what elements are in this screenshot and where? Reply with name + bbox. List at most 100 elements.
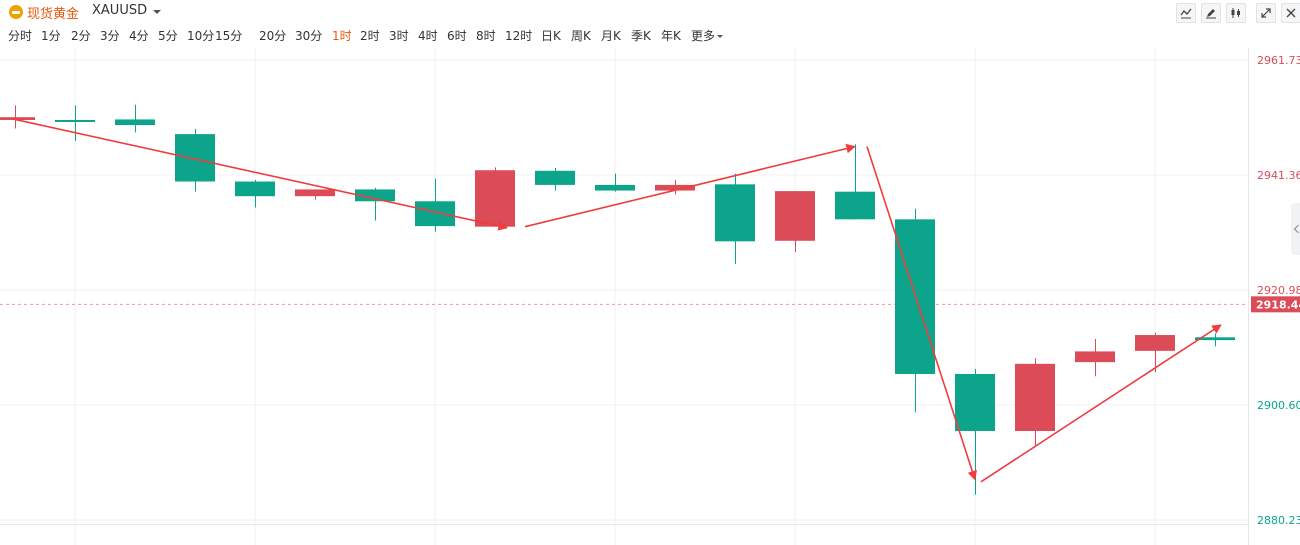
- period-tab-label: 更多: [691, 29, 716, 43]
- period-tab[interactable]: 年K: [661, 27, 681, 44]
- candle-body: [115, 119, 155, 126]
- candle: [1075, 338, 1115, 377]
- period-tab[interactable]: 日K: [541, 27, 561, 44]
- period-tab-label: 分时: [8, 29, 33, 43]
- period-tab[interactable]: 分时: [8, 27, 32, 44]
- candle-body: [655, 184, 695, 191]
- indicator-icon: [1180, 8, 1192, 19]
- trend-arrow: [866, 146, 977, 481]
- expand-button[interactable]: [1256, 3, 1276, 23]
- candle-body: [595, 184, 635, 191]
- y-tick-label: 2920.98: [1257, 284, 1300, 297]
- chevron-down-icon[interactable]: [153, 10, 161, 14]
- draw-pen-icon: [1206, 9, 1216, 19]
- period-tab-label: 4时: [418, 29, 438, 43]
- period-tab-label: 12时: [505, 29, 533, 43]
- y-tick-label: 2880.23: [1257, 514, 1300, 527]
- candle-style-button[interactable]: [1226, 3, 1246, 23]
- draw-button[interactable]: [1201, 3, 1221, 23]
- close-button[interactable]: [1281, 3, 1300, 23]
- period-tab[interactable]: 2时: [360, 27, 380, 44]
- candle: [595, 173, 635, 192]
- period-tab[interactable]: 8时: [476, 27, 496, 44]
- candle-body: [295, 189, 335, 197]
- period-tab-label: 30分: [295, 29, 323, 43]
- period-tab-label: 20分: [259, 29, 287, 43]
- period-tab[interactable]: 2分: [71, 27, 91, 44]
- y-tick-label: 2941.36: [1257, 169, 1300, 182]
- period-tab[interactable]: 4分: [129, 27, 149, 44]
- expand-icon: [1261, 8, 1271, 18]
- candle: [655, 179, 695, 195]
- period-tab-label: 3时: [389, 29, 409, 43]
- trend-arrow: [524, 143, 856, 228]
- chart-toolbar-right: [1256, 3, 1300, 23]
- candle: [355, 187, 395, 221]
- period-tab[interactable]: 1分: [41, 27, 61, 44]
- candle-body: [235, 181, 275, 197]
- candle-body: [415, 201, 455, 227]
- period-tab[interactable]: 3时: [389, 27, 409, 44]
- candle-body: [715, 184, 755, 242]
- period-tab-label: 8时: [476, 29, 496, 43]
- candle-body: [1075, 351, 1115, 363]
- symbol-name[interactable]: 现货黄金: [27, 7, 80, 22]
- y-tick-label: 2900.60: [1257, 399, 1300, 412]
- period-tab[interactable]: 15分: [215, 27, 242, 44]
- period-tab-label: 5分: [158, 29, 178, 43]
- price-axis: 2961.73 2941.36 2920.98 2900.60 2880.23 2918.…: [1251, 54, 1300, 527]
- candle-body: [1015, 363, 1055, 431]
- candle-body: [475, 170, 515, 227]
- chart-toolbar-left: [1176, 3, 1246, 23]
- candle-body: [0, 117, 35, 120]
- candle: [1135, 332, 1175, 373]
- indicator-button[interactable]: [1176, 3, 1196, 23]
- period-tab-label: 周K: [571, 29, 591, 43]
- chart-header: 现货黄金 XAUUSD: [0, 0, 1300, 24]
- period-tab-label: 15分: [215, 29, 243, 43]
- chart-grid: [0, 48, 1249, 545]
- candle: [835, 144, 875, 220]
- period-tab[interactable]: 30分: [295, 27, 322, 44]
- current-price-badge: [1251, 296, 1300, 313]
- period-tab[interactable]: 4时: [418, 27, 438, 44]
- candle: [475, 167, 515, 227]
- candle-body: [1195, 337, 1235, 341]
- period-tab-label: 3分: [100, 29, 120, 43]
- candle: [235, 179, 275, 208]
- trend-arrow: [980, 324, 1222, 483]
- symbol-code[interactable]: XAUUSD: [92, 3, 148, 18]
- candle: [775, 191, 815, 253]
- period-tab[interactable]: 3分: [100, 27, 120, 44]
- candle-body: [175, 134, 215, 182]
- close-icon: [1286, 8, 1296, 18]
- y-tick-label: 2961.73: [1257, 54, 1300, 67]
- period-tab[interactable]: 5分: [158, 27, 178, 44]
- side-panel-toggle[interactable]: [1291, 203, 1300, 255]
- gold-icon: [9, 5, 23, 19]
- period-tab-label: 季K: [631, 29, 651, 43]
- candle: [715, 173, 755, 264]
- candle: [415, 178, 455, 232]
- period-tab[interactable]: 12时: [505, 27, 532, 44]
- candle: [0, 105, 35, 129]
- period-tab-label: 日K: [541, 29, 561, 43]
- period-tab[interactable]: 6时: [447, 27, 467, 44]
- period-tab-label: 10分: [187, 29, 215, 43]
- current-price-label: 2918.44: [1256, 298, 1300, 311]
- period-tab[interactable]: 季K: [631, 27, 651, 44]
- period-tab[interactable]: 周K: [571, 27, 591, 44]
- period-tab-label: 4分: [129, 29, 149, 43]
- period-tab[interactable]: 20分: [259, 27, 286, 44]
- candle-body: [835, 191, 875, 220]
- candle: [295, 189, 335, 200]
- period-tab-label: 6时: [447, 29, 467, 43]
- period-tab[interactable]: 10分: [187, 27, 214, 44]
- period-tab-label: 2分: [71, 29, 91, 43]
- candle: [55, 105, 95, 141]
- period-tab[interactable]: 更多: [691, 27, 724, 44]
- period-tab[interactable]: 月K: [601, 27, 621, 44]
- period-tab-label: 年K: [661, 29, 681, 43]
- candle-body: [775, 191, 815, 241]
- period-tab[interactable]: 1时: [332, 27, 352, 44]
